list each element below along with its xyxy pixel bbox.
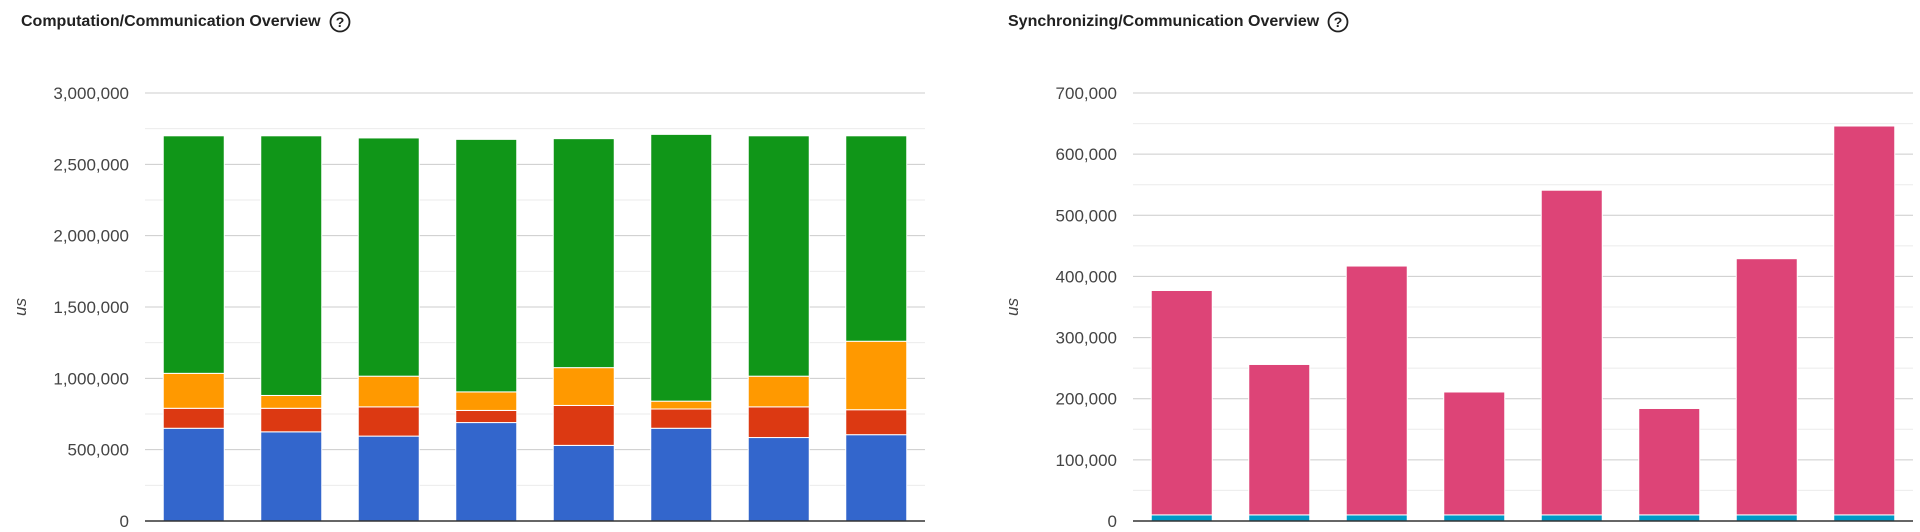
- computation-communication-panel: Computation/Communication Overview ? 050…: [0, 0, 960, 532]
- bar-segment[interactable]: [1151, 290, 1212, 514]
- bar-segment[interactable]: [1444, 515, 1505, 521]
- bar-segment[interactable]: [1346, 515, 1407, 521]
- y-tick-label: 300,000: [1056, 329, 1117, 348]
- bar-segment[interactable]: [261, 136, 322, 396]
- bar-segment[interactable]: [1444, 392, 1505, 515]
- bar-segment[interactable]: [553, 368, 614, 406]
- bar-segment[interactable]: [1151, 515, 1212, 521]
- y-axis-label: us: [1003, 298, 1022, 316]
- bar-segment[interactable]: [163, 408, 224, 428]
- bar-segment[interactable]: [846, 410, 907, 435]
- y-tick-label: 400,000: [1056, 267, 1117, 286]
- computation-communication-chart: 0 500,000 1,000,000 1,500,000 2,000,000 2,500…: [0, 0, 960, 532]
- bar-segment[interactable]: [358, 376, 419, 407]
- y-tick-label: 100,000: [1056, 451, 1117, 470]
- bar-segment[interactable]: [261, 395, 322, 408]
- bar-segment[interactable]: [846, 435, 907, 521]
- bar-segment[interactable]: [651, 401, 712, 409]
- y-tick-label: 700,000: [1056, 84, 1117, 103]
- bar-segment[interactable]: [1541, 190, 1602, 515]
- bar-segment[interactable]: [748, 136, 809, 376]
- y-axis-label: us: [11, 298, 30, 316]
- bar-segment[interactable]: [261, 408, 322, 432]
- y-tick-label: 600,000: [1056, 145, 1117, 164]
- bar-segment[interactable]: [163, 136, 224, 374]
- bar-segment[interactable]: [456, 423, 517, 521]
- bar-segment[interactable]: [1639, 408, 1700, 514]
- bar-segment[interactable]: [846, 136, 907, 341]
- bar-segment[interactable]: [1346, 266, 1407, 515]
- bar-segment[interactable]: [456, 139, 517, 392]
- bar-segment[interactable]: [553, 445, 614, 521]
- bar-segment[interactable]: [1736, 259, 1797, 515]
- bar-segment[interactable]: [748, 376, 809, 407]
- bar-segment[interactable]: [358, 407, 419, 436]
- y-tick-label: 3,000,000: [53, 84, 129, 103]
- y-tick-label: 1,000,000: [53, 369, 129, 388]
- bar-segment[interactable]: [553, 139, 614, 368]
- y-tick-label: 2,500,000: [53, 155, 129, 174]
- bar-segment[interactable]: [846, 341, 907, 409]
- bar-segment[interactable]: [456, 410, 517, 422]
- y-tick-label: 500,000: [1056, 206, 1117, 225]
- y-tick-label: 200,000: [1056, 390, 1117, 409]
- bar-segment[interactable]: [358, 436, 419, 521]
- bar-segment[interactable]: [163, 428, 224, 521]
- bar-segment[interactable]: [1639, 515, 1700, 521]
- bar-segment[interactable]: [1541, 515, 1602, 521]
- y-tick-label: 500,000: [68, 441, 129, 460]
- synchronizing-communication-chart: 0 100,000 200,000 300,000 400,000 500,000 600,…: [990, 0, 1920, 532]
- y-tick-label: 0: [120, 512, 129, 531]
- bar-segment[interactable]: [358, 138, 419, 376]
- bar-segment[interactable]: [651, 134, 712, 401]
- bar-segment[interactable]: [651, 428, 712, 521]
- bar-segment[interactable]: [748, 407, 809, 438]
- bar-segment[interactable]: [651, 409, 712, 428]
- bar-segment[interactable]: [261, 432, 322, 521]
- bar-segment[interactable]: [1834, 126, 1895, 515]
- synchronizing-communication-panel: Synchronizing/Communication Overview ? 0…: [990, 0, 1920, 532]
- y-tick-label: 2,000,000: [53, 227, 129, 246]
- bar-segment[interactable]: [1249, 515, 1310, 521]
- bar-segment[interactable]: [1249, 364, 1310, 514]
- y-tick-label: 1,500,000: [53, 298, 129, 317]
- bar-segment[interactable]: [1834, 515, 1895, 521]
- bar-segment[interactable]: [456, 392, 517, 411]
- bar-segment[interactable]: [553, 405, 614, 445]
- bar-segment[interactable]: [748, 438, 809, 521]
- bar-segment[interactable]: [163, 373, 224, 408]
- y-tick-label: 0: [1108, 512, 1117, 531]
- bar-segment[interactable]: [1736, 515, 1797, 521]
